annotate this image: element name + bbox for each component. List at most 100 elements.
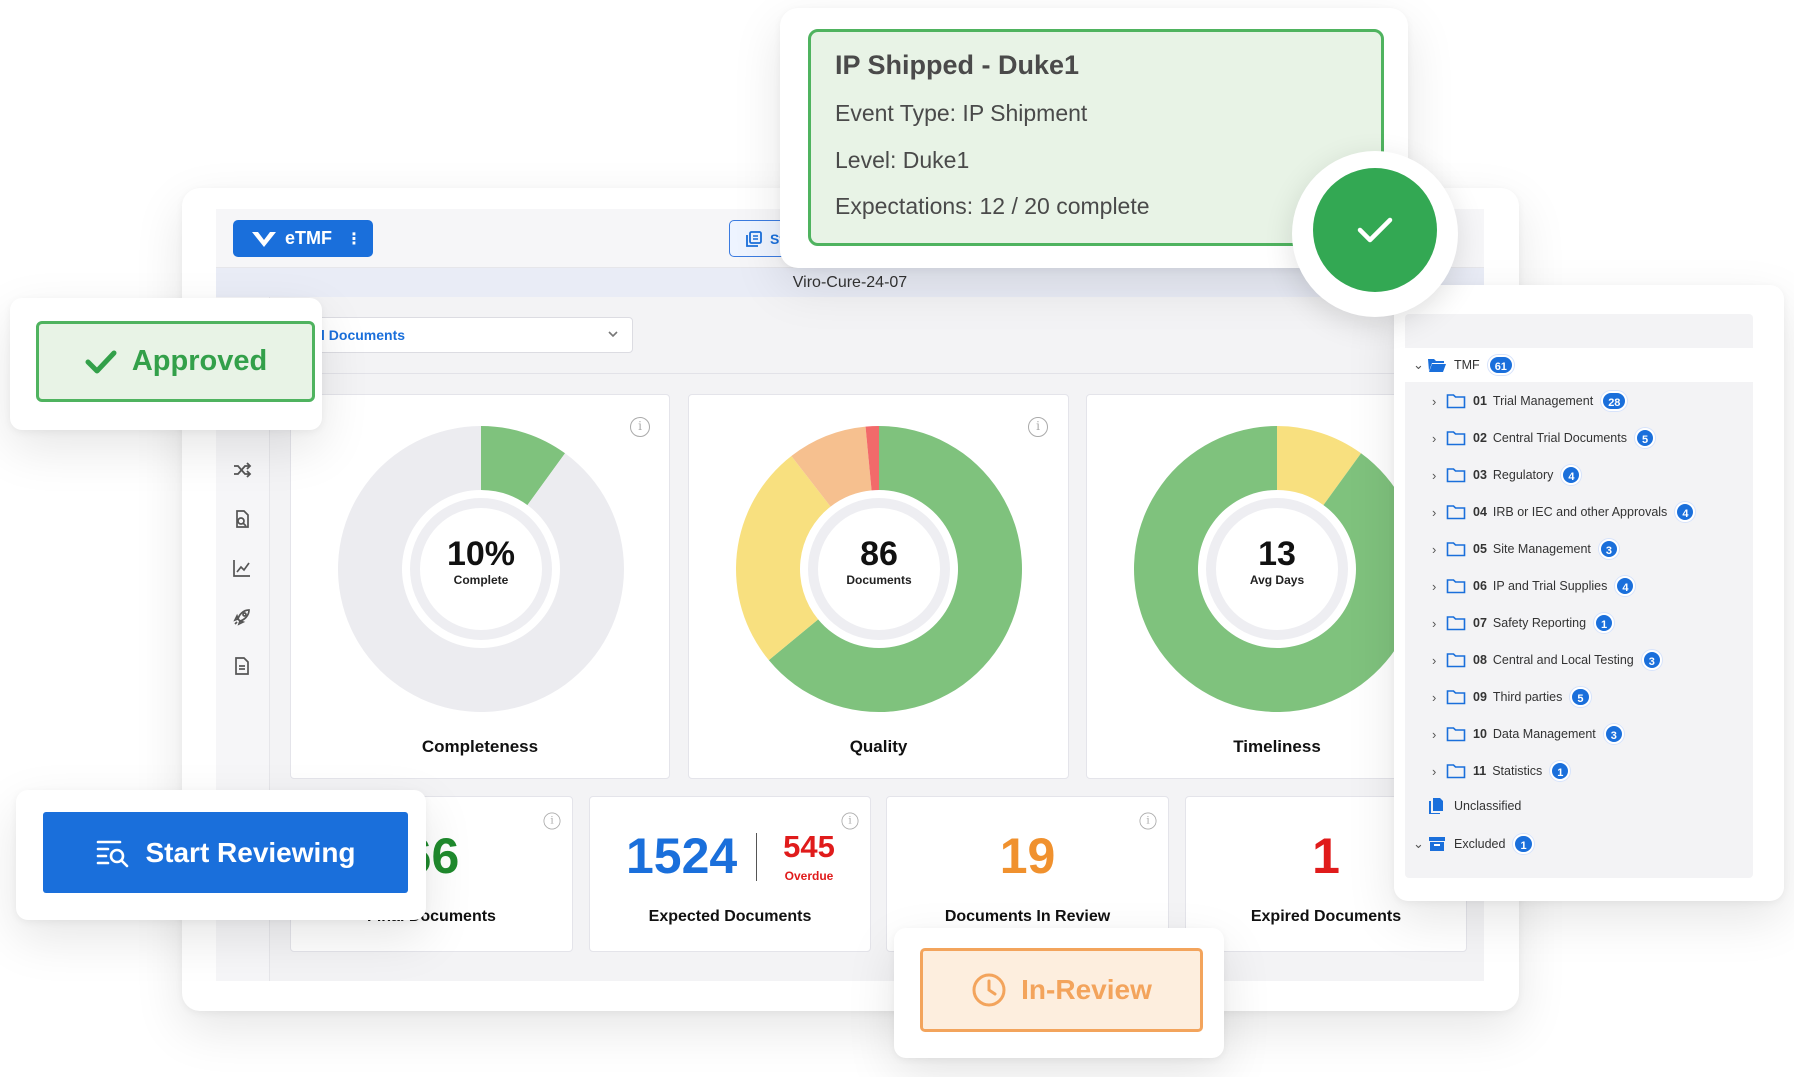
- overdue-label: Overdue: [784, 869, 834, 883]
- tree-unclassified[interactable]: Unclassified: [1413, 795, 1521, 817]
- tree-item-07[interactable]: › 07 Safety Reporting 1: [1432, 612, 1615, 634]
- approved-badge: Approved: [36, 321, 315, 402]
- info-icon[interactable]: i: [1139, 812, 1157, 830]
- donut-hole: [808, 498, 950, 640]
- quality-card[interactable]: i 86 Documents Quality: [688, 394, 1069, 779]
- tree-item-count: 3: [1641, 650, 1662, 670]
- timeliness-donut: [1134, 426, 1415, 712]
- divider: [756, 833, 757, 881]
- in-review-documents-label: Documents In Review: [944, 908, 1111, 925]
- in-review-label: In-Review: [1021, 974, 1152, 1005]
- tree-excluded-label: Excluded: [1454, 837, 1506, 851]
- tree-item-01[interactable]: › 01 Trial Management 28: [1432, 390, 1628, 412]
- folder-icon: [1446, 468, 1466, 483]
- info-icon[interactable]: i: [543, 812, 561, 830]
- shuffle-icon[interactable]: [232, 460, 254, 482]
- document-filter-select[interactable]: l Documents: [290, 317, 633, 353]
- donut-segment-warning: [736, 456, 831, 661]
- info-icon[interactable]: i: [630, 417, 650, 437]
- etmf-logo-icon: [252, 230, 276, 247]
- quality-donut: [736, 426, 1022, 712]
- document-filter-value: l Documents: [321, 327, 406, 343]
- tree-item-05[interactable]: › 05 Site Management 3: [1432, 538, 1620, 560]
- tree-item-count: 3: [1603, 724, 1624, 744]
- tree-item-03[interactable]: › 03 Regulatory 4: [1432, 464, 1582, 486]
- chevron-right-icon: ›: [1432, 726, 1437, 742]
- completeness-sublabel: Complete: [453, 573, 509, 587]
- chart-line-icon[interactable]: [232, 558, 254, 580]
- chevron-right-icon: ›: [1432, 467, 1437, 483]
- event-expectations: Expectations: 12 / 20 complete: [835, 193, 1150, 219]
- tree-item-count: 5: [1634, 428, 1656, 448]
- tree-item-code: 06: [1473, 579, 1487, 593]
- document-icon[interactable]: [232, 656, 254, 678]
- chevron-right-icon: ›: [1432, 504, 1437, 520]
- tree-item-code: 07: [1473, 616, 1487, 630]
- tree-item-06[interactable]: › 06 IP and Trial Supplies 4: [1432, 575, 1636, 597]
- info-icon[interactable]: i: [841, 812, 859, 830]
- chevron-down-icon: [606, 327, 620, 344]
- completeness-card[interactable]: i 10% Complete Completeness: [290, 394, 670, 779]
- tree-item-code: 02: [1473, 431, 1487, 445]
- donut-segment-critical: [865, 426, 879, 491]
- tree-item-code: 03: [1473, 468, 1487, 482]
- donut-hole: [1206, 498, 1348, 640]
- studies-icon: [746, 230, 762, 247]
- timeliness-sublabel: Avg Days: [1249, 573, 1305, 587]
- info-icon[interactable]: i: [1028, 417, 1048, 437]
- folder-icon: [1446, 653, 1466, 668]
- expected-documents-value: 1524: [626, 828, 738, 884]
- rocket-icon[interactable]: [232, 607, 254, 629]
- expected-documents-card[interactable]: i 1524 545 Overdue Expected Documents: [589, 796, 871, 952]
- completeness-center: 10% Complete: [411, 535, 551, 587]
- folder-icon: [1446, 727, 1466, 742]
- check-circle-icon: [1313, 168, 1437, 292]
- archive-icon: [1429, 837, 1445, 851]
- folder-icon: [1446, 579, 1466, 594]
- tree-item-label: Regulatory: [1492, 468, 1554, 482]
- tree-item-label: IP and Trial Supplies: [1492, 579, 1608, 593]
- tree-item-count: 4: [1561, 465, 1582, 485]
- tree-item-04[interactable]: › 04 IRB or IEC and other Approvals 4: [1432, 501, 1696, 523]
- chevron-right-icon: ›: [1432, 578, 1437, 594]
- donut-hole: [410, 498, 552, 640]
- tree-item-code: 09: [1473, 690, 1487, 704]
- tree-excluded[interactable]: ⌄ Excluded 1: [1413, 833, 1534, 855]
- expired-documents-value: 1: [1312, 828, 1340, 884]
- tree-item-10[interactable]: › 10 Data Management 3: [1432, 723, 1624, 745]
- in-review-documents-card[interactable]: i 19 Documents In Review: [886, 796, 1169, 952]
- file-search-icon[interactable]: [232, 509, 254, 531]
- tree-item-label: Site Management: [1492, 542, 1591, 556]
- chevron-right-icon: ›: [1432, 541, 1437, 557]
- expired-documents-label: Expired Documents: [1250, 908, 1402, 925]
- chevron-down-icon: ⌄: [1413, 836, 1424, 851]
- quality-sublabel: Documents: [846, 573, 912, 587]
- quality-title: Quality: [849, 737, 908, 756]
- tree-item-label: Safety Reporting: [1492, 616, 1587, 630]
- event-card[interactable]: IP Shipped - Duke1 Event Type: IP Shipme…: [808, 29, 1384, 246]
- folder-icon: [1446, 394, 1466, 409]
- checkmark-icon: [85, 350, 117, 373]
- chevron-right-icon: ›: [1432, 652, 1437, 668]
- timeliness-value: 13: [1258, 535, 1296, 573]
- start-reviewing-button[interactable]: Start Reviewing: [43, 812, 408, 893]
- timeliness-card[interactable]: 13 Avg Days Timeliness: [1086, 394, 1416, 779]
- tree-item-label: Central Trial Documents: [1492, 431, 1627, 445]
- tree-item-count: 1: [1594, 613, 1615, 633]
- tree-item-08[interactable]: › 08 Central and Local Testing 3: [1432, 649, 1662, 671]
- list-search-icon: [97, 840, 129, 867]
- etmf-menu-button[interactable]: eTMF ⋮: [233, 220, 373, 257]
- documents-icon: [1429, 798, 1443, 814]
- tree-item-09[interactable]: › 09 Third parties 5: [1432, 686, 1591, 708]
- donut-segment-remaining: [338, 426, 624, 712]
- folder-open-icon: [1428, 359, 1446, 372]
- approved-label: Approved: [131, 345, 268, 377]
- tree-item-11[interactable]: › 11 Statistics 1: [1432, 760, 1571, 782]
- donut-segment-on-time: [1134, 426, 1415, 712]
- expected-documents-label: Expected Documents: [648, 908, 812, 925]
- tree-item-02[interactable]: › 02 Central Trial Documents 5: [1432, 427, 1656, 449]
- kebab-menu-icon: ⋮: [346, 230, 362, 248]
- tree-item-code: 11: [1473, 764, 1487, 778]
- tmf-tree-root-row[interactable]: [1405, 348, 1753, 382]
- tree-root[interactable]: ⌄ TMF 61: [1413, 354, 1514, 376]
